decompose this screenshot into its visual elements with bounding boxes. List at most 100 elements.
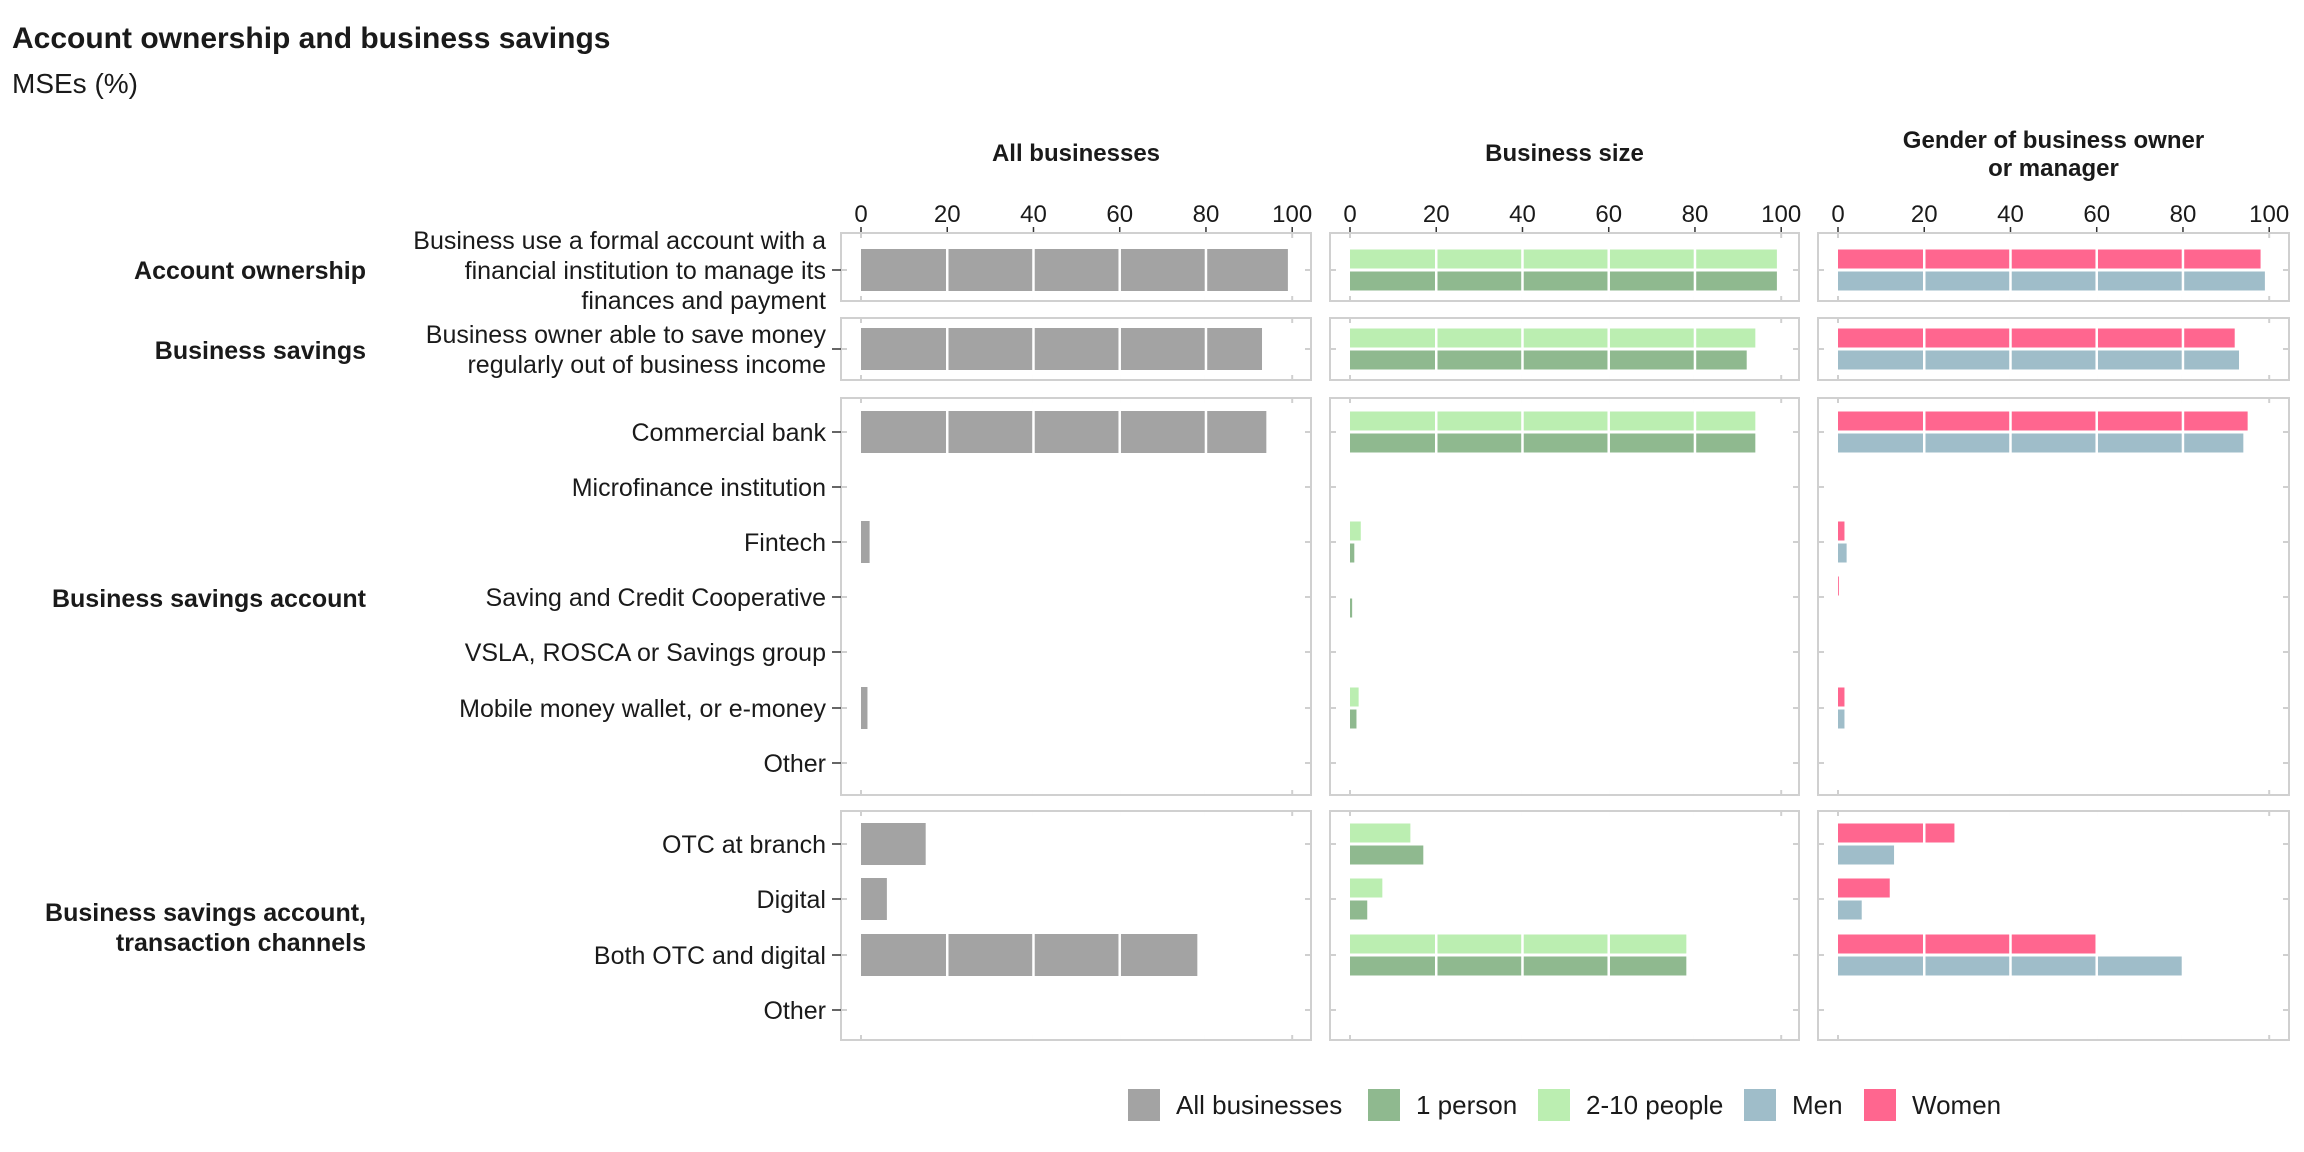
row-label-line: Business use a formal account with a (413, 227, 826, 255)
bar-all (861, 328, 1263, 370)
panels-layer: All businesses Business size Gender of bus… (45, 127, 2290, 1041)
bar-women (1838, 328, 2235, 348)
legend-swatch-women (1864, 1089, 1896, 1121)
x-tick-label: 60 (1106, 201, 1133, 228)
x-tick-label: 40 (1509, 201, 1536, 228)
x-tick-label: 20 (1423, 201, 1450, 228)
x-tick-label: 100 (1761, 201, 1801, 228)
legend-label-women: Women (1912, 1090, 2001, 1120)
bar-women (1838, 878, 1890, 898)
row-label: Both OTC and digital (594, 942, 826, 970)
panel-frame (840, 397, 1312, 796)
bar-men (1838, 350, 2240, 370)
bar-all (861, 934, 1198, 976)
legend-swatch-men (1744, 1089, 1776, 1121)
bar-men (1838, 709, 1845, 729)
bar-p1 (1350, 433, 1756, 453)
panel-title: Gender of business owner or manager (1903, 127, 2204, 182)
group-label-line: Business savings account, (45, 899, 366, 927)
x-tick-label: 20 (934, 201, 961, 228)
bar-p210 (1350, 411, 1756, 431)
bar-p210 (1350, 521, 1361, 541)
bar-p1 (1350, 350, 1747, 370)
bar-p1 (1350, 543, 1355, 563)
bar-all (861, 521, 870, 563)
row-label: Digital (757, 886, 826, 914)
legend-swatch-p210 (1538, 1089, 1570, 1121)
row-label: Other (763, 750, 826, 778)
bar-all (861, 823, 926, 865)
row-label: Business owner able to save money regular… (426, 321, 827, 379)
row-label: OTC at branch (662, 831, 826, 859)
bar-p1 (1350, 956, 1687, 976)
x-tick-label: 60 (2083, 201, 2110, 228)
bar-p1 (1350, 845, 1424, 865)
legend-swatch-all (1128, 1089, 1160, 1121)
bar-all (861, 411, 1267, 453)
row-label-line: finances and payment (581, 287, 826, 315)
bar-p1 (1350, 709, 1357, 729)
chart-title: Account ownership and business savings (12, 22, 610, 55)
panel-frame (1817, 317, 2290, 381)
group-label: Account ownership (134, 257, 366, 285)
panel-title-line: Gender of business owner (1903, 127, 2204, 154)
panel-frame (1329, 397, 1800, 796)
row-label: Saving and Credit Cooperative (486, 584, 826, 612)
panel-title: Business size (1485, 140, 1644, 167)
legend-label-p210: 2-10 people (1586, 1090, 1723, 1120)
group-label: Business savings account, transaction cha… (45, 899, 366, 957)
x-tick-label: 80 (1193, 201, 1220, 228)
bar-all (861, 687, 868, 729)
legend-label-p1: 1 person (1416, 1090, 1517, 1120)
panel-frame (1329, 317, 1800, 381)
row-label-line: Business owner able to save money (426, 321, 827, 349)
bar-women (1838, 934, 2097, 954)
x-tick-label: 0 (1831, 201, 1844, 228)
row-label: Microfinance institution (572, 474, 826, 502)
bar-p210 (1350, 934, 1687, 954)
legend-label-all: All businesses (1176, 1090, 1342, 1120)
bar-p210 (1350, 823, 1411, 843)
bar-p1 (1350, 598, 1353, 618)
group-label-line: transaction channels (116, 929, 366, 957)
row-label: Business use a formal account with a fina… (413, 227, 826, 315)
row-label: Fintech (744, 529, 826, 557)
bar-men (1838, 271, 2265, 291)
bar-women (1838, 411, 2248, 431)
x-tick-label: 100 (2249, 201, 2289, 228)
bar-women (1838, 521, 1845, 541)
bar-women (1838, 249, 2261, 269)
chart-subtitle: MSEs (%) (12, 68, 138, 99)
x-tick-label: 80 (1682, 201, 1709, 228)
bar-p210 (1350, 878, 1383, 898)
bar-p210 (1350, 328, 1756, 348)
group-label: Business savings (155, 337, 366, 365)
bar-all (861, 249, 1288, 291)
row-label: Other (763, 997, 826, 1025)
bar-men (1838, 433, 2244, 453)
bar-p210 (1350, 249, 1777, 269)
panel-title: All businesses (992, 140, 1160, 167)
x-tick-label: 100 (1272, 201, 1312, 228)
panel-title-line: or manager (1988, 155, 2119, 182)
x-tick-label: 0 (1343, 201, 1356, 228)
bar-men (1838, 900, 1862, 920)
x-tick-label: 60 (1595, 201, 1622, 228)
row-label-line: regularly out of business income (467, 351, 826, 379)
row-label-line: financial institution to manage its (465, 257, 826, 285)
bar-women (1838, 687, 1845, 707)
x-tick-label: 20 (1911, 201, 1938, 228)
row-label: VSLA, ROSCA or Savings group (465, 639, 826, 667)
bar-women (1838, 576, 1839, 596)
x-tick-label: 40 (1020, 201, 1047, 228)
bar-p210 (1350, 687, 1359, 707)
legend: All businesses 1 person 2-10 people Men Wome… (1128, 1089, 2001, 1121)
panel-frame (1817, 397, 2290, 796)
panel-frame (1329, 810, 1800, 1041)
legend-label-men: Men (1792, 1090, 1843, 1120)
bar-p1 (1350, 271, 1777, 291)
x-tick-label: 40 (1997, 201, 2024, 228)
x-tick-label: 80 (2170, 201, 2197, 228)
bar-all (861, 878, 887, 920)
